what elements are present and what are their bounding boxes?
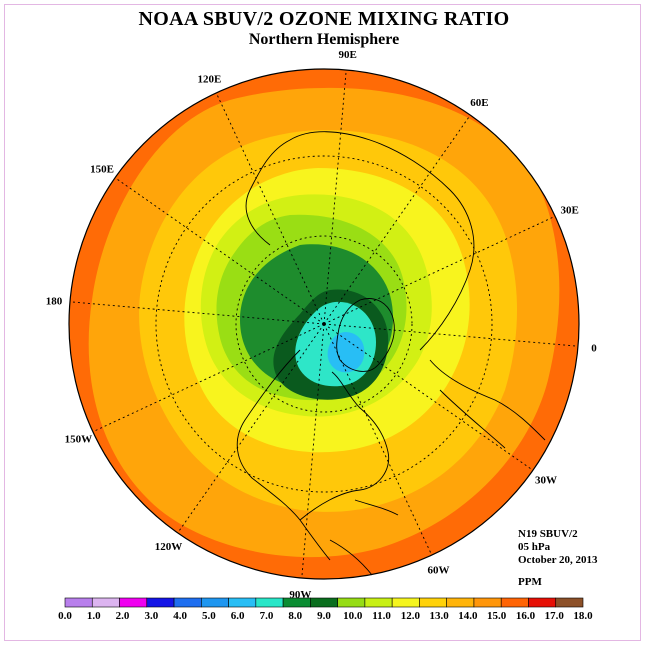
map-boundary bbox=[68, 68, 580, 580]
satellite-label: N19 SBUV/2 bbox=[518, 528, 578, 540]
figure-frame bbox=[4, 4, 641, 641]
longitude-label: 60W bbox=[428, 565, 450, 577]
map-subtitle: Northern Hemisphere bbox=[248, 31, 400, 48]
longitude-label: 60E bbox=[470, 97, 488, 109]
longitude-label: 150E bbox=[90, 164, 114, 176]
coastlines bbox=[236, 131, 546, 576]
longitude-label: 30E bbox=[560, 204, 578, 216]
eurasia-coast bbox=[245, 131, 475, 351]
ozone-contour-field bbox=[69, 69, 579, 579]
longitude-label: 180 bbox=[46, 295, 63, 307]
pressure-level-label: 05 hPa bbox=[518, 541, 551, 553]
caribbean-coast bbox=[329, 499, 399, 576]
map-title: NOAA SBUV/2 OZONE MIXING RATIO bbox=[138, 8, 510, 30]
longitude-labels: 90E 60E 30E 0 30W 60W 90W 120W 150W 180 150E 120E bbox=[46, 49, 597, 601]
africa-europe-coast bbox=[429, 359, 546, 449]
date-label: October 20, 2013 bbox=[518, 554, 598, 566]
graticule bbox=[69, 69, 579, 579]
longitude-label: 150W bbox=[65, 434, 93, 446]
longitude-label: 90E bbox=[338, 49, 356, 61]
longitude-label: 120E bbox=[198, 73, 222, 85]
longitude-label: 30W bbox=[535, 474, 557, 486]
greenland-coast bbox=[336, 298, 395, 372]
longitude-label: 0 bbox=[591, 343, 597, 355]
longitude-label: 120W bbox=[155, 541, 183, 553]
longitude-label: 90W bbox=[289, 589, 311, 601]
units-label: PPM bbox=[518, 576, 542, 588]
latitude-circle-60n bbox=[235, 235, 413, 413]
latitude-circle-30n bbox=[155, 155, 493, 493]
